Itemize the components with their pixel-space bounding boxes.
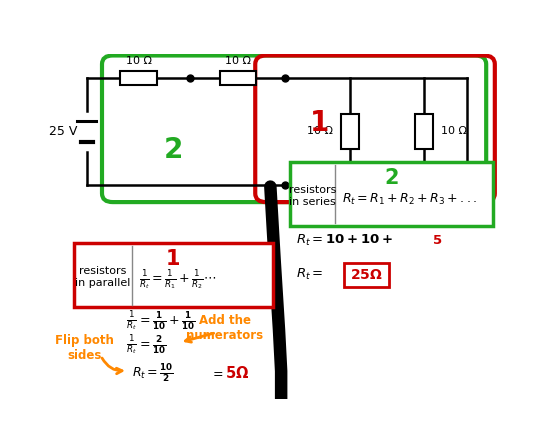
Text: 10 Ω: 10 Ω [307, 126, 333, 136]
Text: Add the
numerators: Add the numerators [187, 314, 263, 342]
Text: $= \frac{\mathbf{1}}{\mathbf{10}} + \frac{\mathbf{1}}{\mathbf{10}}$: $= \frac{\mathbf{1}}{\mathbf{10}} + \fra… [138, 310, 196, 332]
Text: 10 Ω: 10 Ω [225, 56, 251, 66]
Text: 10 Ω: 10 Ω [441, 126, 467, 136]
Text: $= $: $= $ [210, 366, 223, 379]
FancyBboxPatch shape [341, 114, 359, 149]
FancyBboxPatch shape [219, 71, 256, 85]
Text: $\mathbf{5}$: $\mathbf{5}$ [432, 233, 442, 246]
Text: $\frac{1}{R_t} = \frac{1}{R_1} + \frac{1}{R_2}\cdots$: $\frac{1}{R_t} = \frac{1}{R_1} + \frac{1… [139, 269, 216, 292]
Text: $\frac{1}{R_t}$: $\frac{1}{R_t}$ [126, 334, 136, 357]
Text: $R_t = \mathbf{10 + 10 +}$: $R_t = \mathbf{10 + 10 +}$ [296, 233, 393, 248]
Text: $R_t = \frac{\mathbf{10}}{\mathbf{2}}$: $R_t = \frac{\mathbf{10}}{\mathbf{2}}$ [132, 362, 174, 384]
Text: 2: 2 [384, 168, 398, 188]
Text: 2: 2 [164, 136, 183, 164]
Text: $\mathbf{25\Omega}$: $\mathbf{25\Omega}$ [350, 267, 383, 281]
Text: 1: 1 [166, 249, 180, 269]
Text: 10 Ω: 10 Ω [126, 56, 152, 66]
FancyBboxPatch shape [344, 263, 389, 287]
Text: $= \frac{\mathbf{2}}{\mathbf{10}}$: $= \frac{\mathbf{2}}{\mathbf{10}}$ [138, 334, 167, 356]
FancyBboxPatch shape [74, 244, 272, 307]
Text: $R_t = R_1 + R_2 + R_3 + ...$: $R_t = R_1 + R_2 + R_3 + ...$ [341, 192, 477, 207]
Text: resistors
in parallel: resistors in parallel [75, 266, 130, 288]
FancyBboxPatch shape [120, 71, 157, 85]
Text: Flip both
sides: Flip both sides [55, 334, 114, 362]
Text: 25 V: 25 V [49, 125, 77, 138]
FancyBboxPatch shape [414, 114, 433, 149]
Text: 1: 1 [310, 109, 330, 137]
Text: $\mathbf{5\Omega}$: $\mathbf{5\Omega}$ [225, 365, 249, 381]
FancyBboxPatch shape [290, 163, 492, 226]
Text: resistors
in series: resistors in series [289, 185, 336, 207]
Text: $R_t = $: $R_t = $ [296, 267, 324, 282]
Text: $\frac{1}{R_t}$: $\frac{1}{R_t}$ [126, 310, 136, 333]
